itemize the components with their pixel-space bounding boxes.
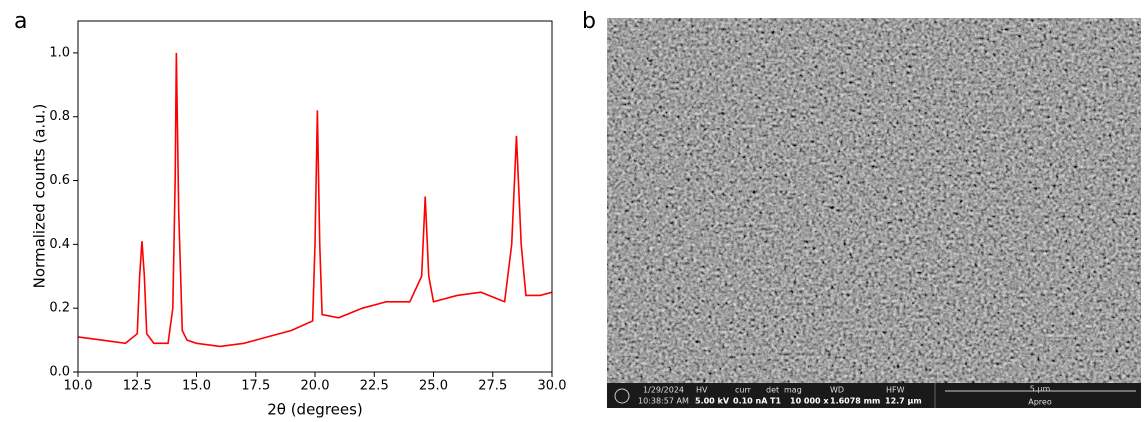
x-axis-label: 2θ (degrees): [267, 401, 363, 419]
x-tick-label: 17.5: [241, 379, 270, 394]
sem-info-bar: [607, 383, 1141, 408]
x-tick-label: 20.0: [301, 379, 330, 394]
sem-image: 1/29/2024 10:38:57 AM HV 5.00 kV curr 0.…: [607, 18, 1141, 408]
panel-label: b: [582, 9, 596, 34]
sem-label: mag: [784, 386, 802, 395]
sem-value: T1: [770, 397, 781, 406]
sem-value: 5.00 kV: [695, 397, 730, 406]
x-tick-label: 25.0: [419, 379, 448, 394]
sem-label: det: [766, 386, 779, 395]
sem-date: 1/29/2024: [643, 386, 684, 395]
y-tick-label: 0.8: [49, 109, 70, 124]
logo: [614, 388, 630, 404]
sem-label: HV: [696, 386, 708, 395]
y-axis-label: Normalized counts (a.u.): [31, 104, 49, 289]
y-tick-label: 0.6: [49, 173, 70, 188]
data-line: [77, 52, 553, 348]
x-tick-label: 10.0: [64, 379, 93, 394]
plot-area: 10.0 12.5 15.0 17.5 20.0 22.5 25.0 27.5 30.0 0.0 0…: [49, 45, 566, 393]
panel-label: a: [14, 9, 27, 34]
sem-label: HFW: [886, 386, 905, 395]
y-tick-label: 0.2: [49, 301, 70, 316]
plot-frame: [77, 20, 553, 373]
x-tick-label: 15.0: [182, 379, 211, 394]
sem-value: 12.7 µm: [885, 397, 922, 406]
y-tick-label: 1.0: [49, 45, 70, 60]
x-tick-label: 12.5: [123, 379, 152, 394]
y-tick-label: 0.4: [49, 237, 70, 252]
sem-texture: [607, 18, 1141, 383]
sem-value: 1.6078 mm: [830, 397, 880, 406]
sem-time: 10:38:57 AM: [638, 397, 689, 406]
x-tick-label: 22.5: [360, 379, 389, 394]
x-tick-label: 27.5: [478, 379, 507, 394]
sem-label: curr: [735, 386, 752, 395]
y-tick-label: 0.0: [49, 365, 70, 380]
x-tick-label: 30.0: [538, 379, 567, 394]
sem-value: 10 000 x: [790, 397, 829, 406]
instrument: Apreo: [1028, 398, 1052, 407]
sem-label: WD: [830, 386, 844, 395]
sem-value: 0.10 nA: [733, 397, 768, 406]
scale-label: 5 µm: [1030, 385, 1051, 394]
